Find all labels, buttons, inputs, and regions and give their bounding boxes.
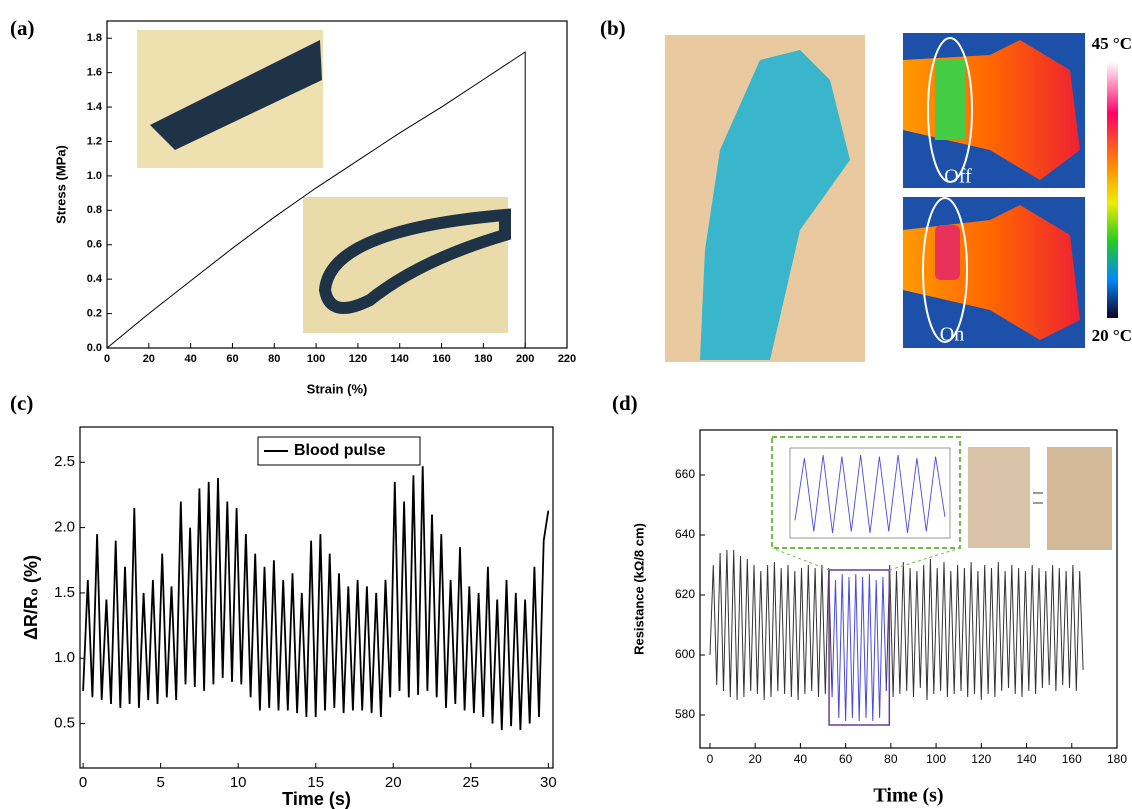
x-tick-label: 10 xyxy=(230,774,247,791)
x-tick-label: 120 xyxy=(349,353,367,365)
arrow xyxy=(1033,493,1043,503)
x-tick-label: 5 xyxy=(156,774,164,791)
x-tick-label: 100 xyxy=(307,353,325,365)
thermal-band xyxy=(935,60,965,140)
y-axis-label: Stress (MPa) xyxy=(53,145,68,224)
colorbar xyxy=(1107,62,1118,318)
x-tick-label: 80 xyxy=(268,353,280,365)
x-tick-label: 180 xyxy=(474,353,492,365)
wrist-photo xyxy=(1047,447,1112,550)
y-tick-label: 640 xyxy=(675,527,695,541)
x-tick-label: 120 xyxy=(971,752,991,766)
y-tick-label: 1.5 xyxy=(54,584,75,601)
y-tick-label: 1.0 xyxy=(87,170,102,182)
colorbar-label: 45 °C xyxy=(1092,34,1132,53)
x-tick-label: 25 xyxy=(462,774,479,791)
y-tick-label: 0.0 xyxy=(87,342,102,354)
y-tick-label: 660 xyxy=(675,467,695,481)
x-tick-label: 180 xyxy=(1107,752,1127,766)
y-tick-label: 0.4 xyxy=(87,273,103,285)
panel-label: (c) xyxy=(10,391,33,415)
x-tick-label: 80 xyxy=(884,752,898,766)
inset-frame xyxy=(772,437,960,548)
y-tick-label: 2.5 xyxy=(54,453,75,470)
legend-label: Blood pulse xyxy=(294,442,386,459)
y-tick-label: 580 xyxy=(675,707,695,721)
y-tick-label: 1.8 xyxy=(87,32,102,44)
y-axis-label: Resistance (kΩ/8 cm) xyxy=(631,523,646,655)
panel-label: (d) xyxy=(612,391,638,415)
x-tick-label: 220 xyxy=(558,353,576,365)
data-line xyxy=(710,550,1083,700)
y-tick-label: 1.0 xyxy=(54,649,75,666)
y-axis-label: ΔR/R₀ (%) xyxy=(21,555,41,640)
x-tick-label: 40 xyxy=(185,353,197,365)
y-tick-label: 0.2 xyxy=(87,307,102,319)
y-tick-label: 0.8 xyxy=(87,204,102,216)
x-tick-label: 40 xyxy=(794,752,808,766)
x-tick-label: 20 xyxy=(748,752,762,766)
thermal-label: Off xyxy=(944,166,972,188)
x-tick-label: 160 xyxy=(432,353,450,365)
x-axis-label: Strain (%) xyxy=(307,381,368,396)
x-axis-label: Time (s) xyxy=(873,785,943,807)
zoom-connector xyxy=(772,548,829,570)
x-axis-label: Time (s) xyxy=(282,789,351,809)
y-tick-label: 1.6 xyxy=(87,67,102,79)
wrist-photo xyxy=(968,447,1030,548)
x-tick-label: 100 xyxy=(926,752,946,766)
figure: (b) Off On 45 °C 20 °C (a)02040608010012… xyxy=(0,0,1132,809)
x-tick-label: 0 xyxy=(104,353,110,365)
y-tick-label: 2.0 xyxy=(54,519,75,536)
data-line xyxy=(83,466,548,730)
y-tick-label: 1.2 xyxy=(87,135,102,147)
colorbar-label: 20 °C xyxy=(1092,326,1132,345)
y-tick-label: 600 xyxy=(675,647,695,661)
y-tick-label: 1.4 xyxy=(87,101,103,113)
panel-label: (a) xyxy=(10,16,35,40)
data-line xyxy=(832,574,886,721)
thermal-label: On xyxy=(940,324,964,346)
x-tick-label: 30 xyxy=(540,774,557,791)
y-tick-label: 620 xyxy=(675,587,695,601)
x-tick-label: 0 xyxy=(707,752,714,766)
x-tick-label: 60 xyxy=(839,752,853,766)
x-tick-label: 140 xyxy=(391,353,409,365)
x-tick-label: 0 xyxy=(79,774,87,791)
x-tick-label: 20 xyxy=(143,353,155,365)
panel-label: (b) xyxy=(600,16,626,40)
x-tick-label: 20 xyxy=(385,774,402,791)
x-tick-label: 200 xyxy=(516,353,534,365)
zoom-connector xyxy=(889,548,960,570)
thermal-band xyxy=(935,225,960,280)
x-tick-label: 140 xyxy=(1017,752,1037,766)
y-tick-label: 0.5 xyxy=(54,715,75,732)
x-tick-label: 60 xyxy=(226,353,238,365)
y-tick-label: 0.6 xyxy=(87,239,102,251)
x-tick-label: 160 xyxy=(1062,752,1082,766)
